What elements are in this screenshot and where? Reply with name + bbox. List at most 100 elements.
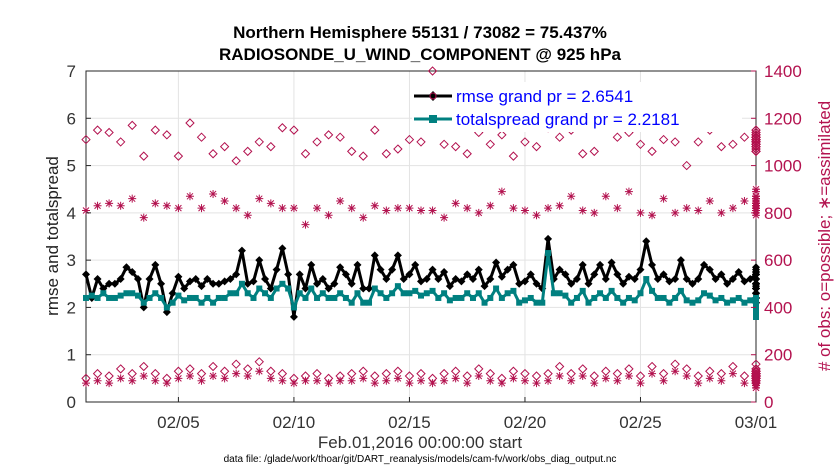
obs-possible-point <box>277 123 288 133</box>
left-tick-label: 3 <box>67 251 76 270</box>
obs-possible-point <box>728 139 738 150</box>
obs-possible-point <box>439 368 449 379</box>
obs-assimilated-point <box>405 379 414 388</box>
totalspread-point <box>273 285 280 292</box>
obs-assimilated-point <box>509 204 518 213</box>
totalspread-point <box>267 294 274 301</box>
rmse-point <box>676 256 685 265</box>
totalspread-point <box>573 294 580 301</box>
obs-possible-point <box>751 125 761 135</box>
totalspread-point <box>169 299 176 306</box>
totalspread-point <box>458 294 465 301</box>
obs-assimilated-point <box>509 374 518 383</box>
obs-possible-point <box>416 137 426 147</box>
obs-assimilated-point <box>301 376 310 385</box>
obs-assimilated-point <box>243 211 252 220</box>
obs-possible-point <box>462 371 472 381</box>
obs-assimilated-point <box>752 185 760 194</box>
obs-assimilated-point <box>393 374 402 383</box>
totalspread-point <box>527 294 534 301</box>
obs-assimilated-point <box>567 376 576 385</box>
obs-assimilated-point <box>705 197 714 206</box>
obs-possible-point <box>231 359 241 369</box>
obs-possible-point <box>139 361 149 372</box>
rmse-point <box>370 251 379 260</box>
obs-possible-point <box>693 371 703 381</box>
totalspread-point <box>753 302 759 309</box>
obs-assimilated-point <box>93 201 102 210</box>
obs-assimilated-point <box>671 208 680 217</box>
rmse-point <box>567 279 576 288</box>
obs-assimilated-point <box>428 206 437 215</box>
series-obs-assimilated-low- <box>82 367 760 392</box>
totalspread-point <box>181 297 188 304</box>
rmse-point <box>336 263 345 272</box>
rmse-point <box>468 275 477 284</box>
totalspread-point <box>718 294 725 301</box>
totalspread-point <box>735 294 742 301</box>
totalspread-point <box>250 294 257 301</box>
rmse-point <box>353 260 362 269</box>
totalspread-point <box>533 299 540 306</box>
obs-possible-point <box>681 364 692 374</box>
obs-possible-point <box>81 134 91 145</box>
totalspread-point <box>677 287 684 294</box>
totalspread-point <box>377 290 384 297</box>
obs-possible-point <box>485 139 496 150</box>
rmse-point <box>694 275 703 284</box>
obs-assimilated-point <box>648 211 657 220</box>
obs-possible-point <box>439 139 449 150</box>
rmse-point <box>705 265 714 274</box>
x-tick-label: 02/15 <box>388 413 431 432</box>
obs-possible-point <box>589 371 599 381</box>
obs-possible-point <box>739 132 750 142</box>
obs-assimilated-point <box>128 194 137 203</box>
rmse-point <box>232 270 241 279</box>
rmse-point <box>642 237 651 246</box>
rmse-point <box>341 270 350 279</box>
totalspread-point <box>620 299 627 306</box>
obs-possible-point <box>266 366 276 376</box>
rmse-point <box>191 275 200 284</box>
rmse-point <box>463 270 472 279</box>
obs-assimilated-point <box>393 204 402 213</box>
obs-assimilated-point <box>694 379 703 388</box>
x-axis-label: Feb.01,2016 00:00:00 start <box>318 433 522 452</box>
obs-assimilated-point <box>185 192 194 201</box>
obs-assimilated-point <box>82 379 90 388</box>
totalspread-point <box>741 299 748 306</box>
obs-assimilated-point <box>717 376 726 385</box>
totalspread-point <box>672 294 679 301</box>
obs-possible-point <box>508 366 519 376</box>
totalspread-point <box>290 304 297 311</box>
obs-assimilated-point <box>347 204 356 213</box>
rmse-point <box>619 279 628 288</box>
obs-assimilated-point <box>278 376 287 385</box>
totalspread-point <box>296 290 303 297</box>
obs-assimilated-point <box>728 204 737 213</box>
rmse-point <box>572 275 581 284</box>
totalspread-point <box>747 297 754 304</box>
obs-assimilated-point <box>174 204 183 213</box>
totalspread-point <box>418 292 424 299</box>
obs-assimilated-point <box>590 379 599 388</box>
obs-possible-point <box>658 368 669 379</box>
obs-assimilated-point <box>336 376 345 385</box>
obs-assimilated-point <box>659 376 668 385</box>
obs-possible-point <box>508 151 519 161</box>
totalspread-point <box>683 297 690 304</box>
obs-possible-point <box>450 141 461 152</box>
rmse-point <box>740 277 749 286</box>
obs-assimilated-point <box>624 371 633 380</box>
left-tick-label: 2 <box>67 298 76 317</box>
obs-assimilated-point <box>682 204 691 213</box>
legend-marker-rmse <box>428 91 438 101</box>
x-tick-label: 03/01 <box>735 413 778 432</box>
obs-possible-point <box>358 366 368 376</box>
obs-possible-point <box>358 151 368 161</box>
obs-assimilated-point <box>417 206 425 215</box>
rmse-point <box>411 260 420 269</box>
obs-assimilated-point <box>370 201 379 210</box>
obs-assimilated-point <box>601 374 610 383</box>
rmse-point <box>648 260 657 269</box>
